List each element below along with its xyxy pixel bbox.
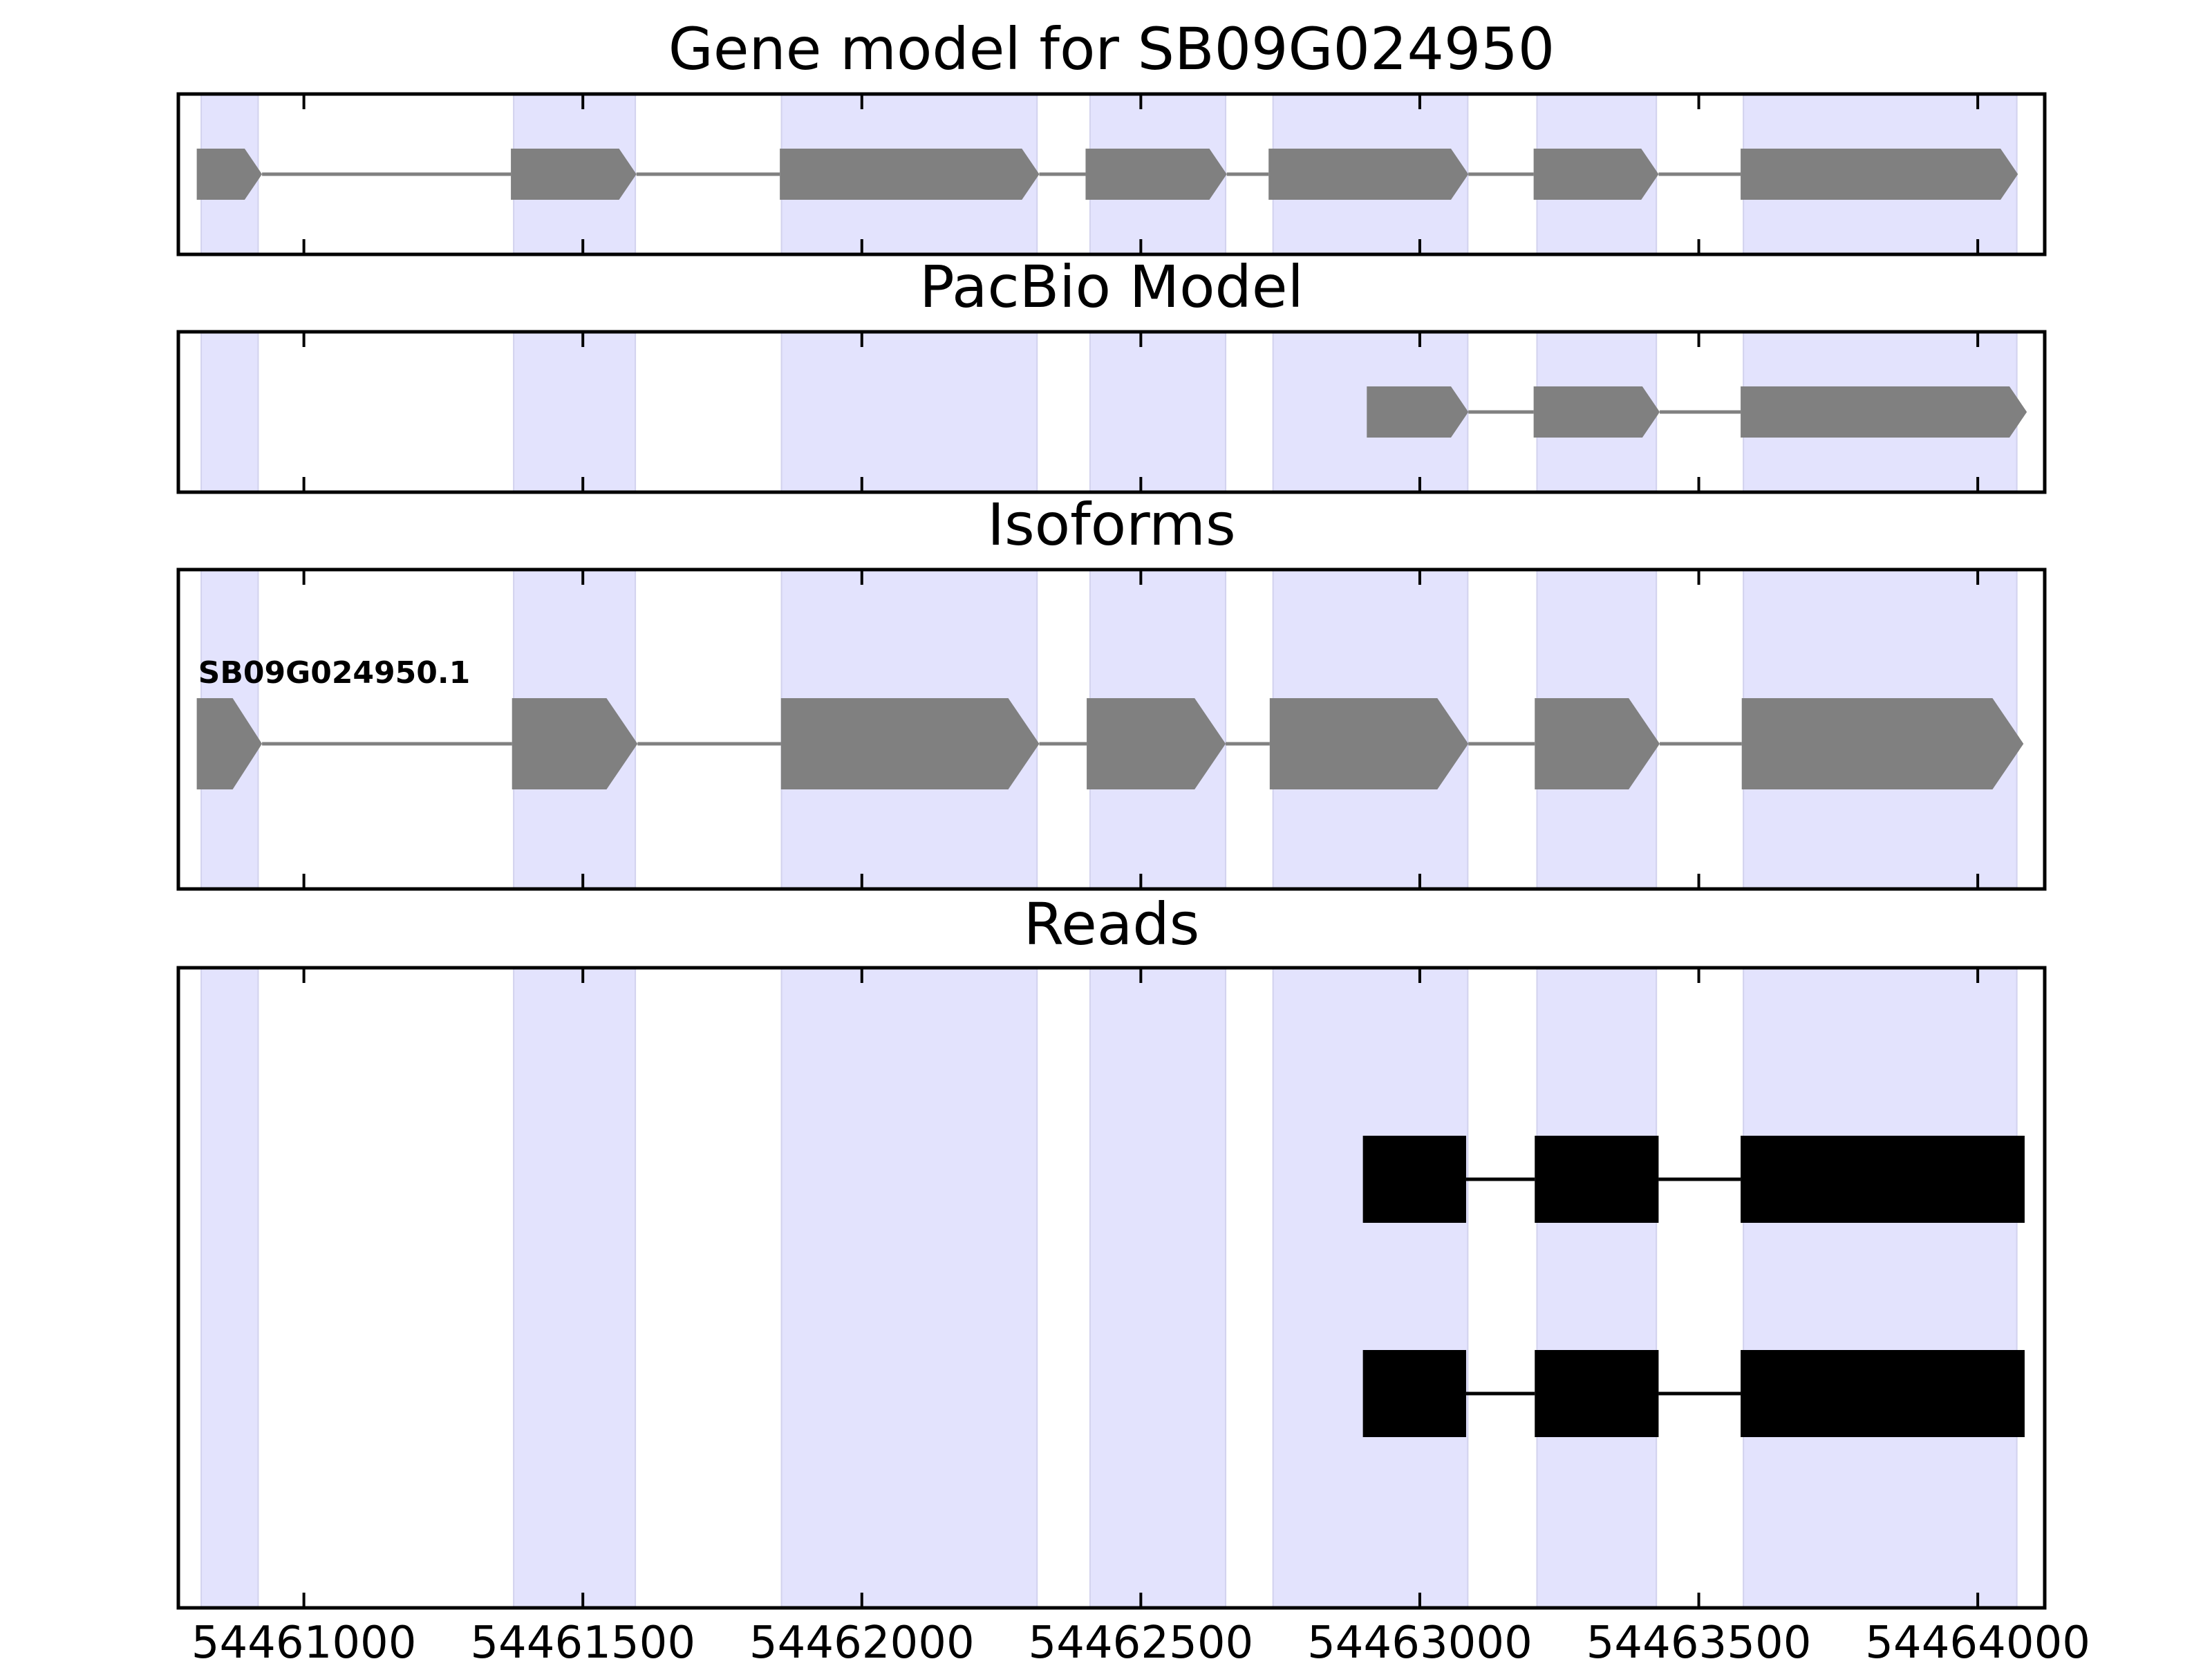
- reads-exon-region-band: [780, 967, 1038, 1609]
- x-tick-label: 54463500: [1586, 1618, 1812, 1659]
- pacbio-model-exon-2: [1533, 386, 1660, 438]
- gene-model-panel-title: Gene model for SB09G024950: [668, 15, 1555, 83]
- x-tick-label: 54462000: [749, 1618, 975, 1659]
- isoform-exon-4: [1087, 698, 1226, 789]
- reads-exon-region-band: [1272, 967, 1469, 1609]
- read-block: [1362, 1136, 1466, 1223]
- isoform-exon-3: [780, 698, 1040, 789]
- x-tick-label: 54463000: [1307, 1618, 1533, 1659]
- pacbio-model-panel-title: PacBio Model: [919, 253, 1304, 321]
- read-block: [1741, 1136, 2025, 1223]
- isoforms-panel-frame: [176, 568, 2047, 891]
- isoform-label: SB09G024950.1: [198, 655, 471, 691]
- read-block: [1362, 1350, 1466, 1437]
- reads-panel-title: Reads: [1024, 890, 1200, 958]
- reads-exon-region-band: [200, 967, 259, 1609]
- read-block: [1535, 1350, 1659, 1437]
- isoform-exon-6: [1535, 698, 1660, 789]
- reads-exon-region-band: [1743, 967, 2018, 1609]
- isoform-exon-2: [512, 698, 638, 789]
- pacbio-model-exon-1: [1367, 386, 1469, 438]
- x-tick-label: 54464000: [1865, 1618, 2090, 1659]
- reads-panel-frame: [176, 966, 2047, 1610]
- isoforms-panel-title: Isoforms: [987, 491, 1236, 559]
- reads-exon-region-band: [513, 967, 637, 1609]
- gene-model-exon-2: [511, 149, 637, 200]
- gene-model-exon-5: [1268, 149, 1469, 200]
- x-tick-label: 54462500: [1029, 1618, 1254, 1659]
- pacbio-model-exon-region-band: [780, 331, 1038, 493]
- pacbio-model-exon-region-band: [1089, 331, 1227, 493]
- isoform-exon-1: [196, 698, 263, 789]
- gene-model-panel-frame: [176, 92, 2047, 256]
- x-tick-label: 54461000: [191, 1618, 417, 1659]
- gene-model-exon-6: [1533, 149, 1659, 200]
- pacbio-model-panel-frame: [176, 330, 2047, 494]
- isoform-exon-5: [1269, 698, 1469, 789]
- gene-model-exon-7: [1741, 149, 2018, 200]
- x-tick-label: 54461500: [470, 1618, 695, 1659]
- reads-exon-region-band: [1089, 967, 1227, 1609]
- pacbio-model-exon-3: [1741, 386, 2027, 438]
- gene-model-exon-4: [1085, 149, 1227, 200]
- gene-model-exon-1: [196, 149, 263, 200]
- pacbio-model-exon-region-band: [200, 331, 259, 493]
- read-block: [1741, 1350, 2025, 1437]
- pacbio-model-exon-region-band: [513, 331, 637, 493]
- read-block: [1535, 1136, 1659, 1223]
- isoform-exon-7: [1741, 698, 2024, 789]
- reads-exon-region-band: [1536, 967, 1658, 1609]
- gene-model-exon-3: [780, 149, 1040, 200]
